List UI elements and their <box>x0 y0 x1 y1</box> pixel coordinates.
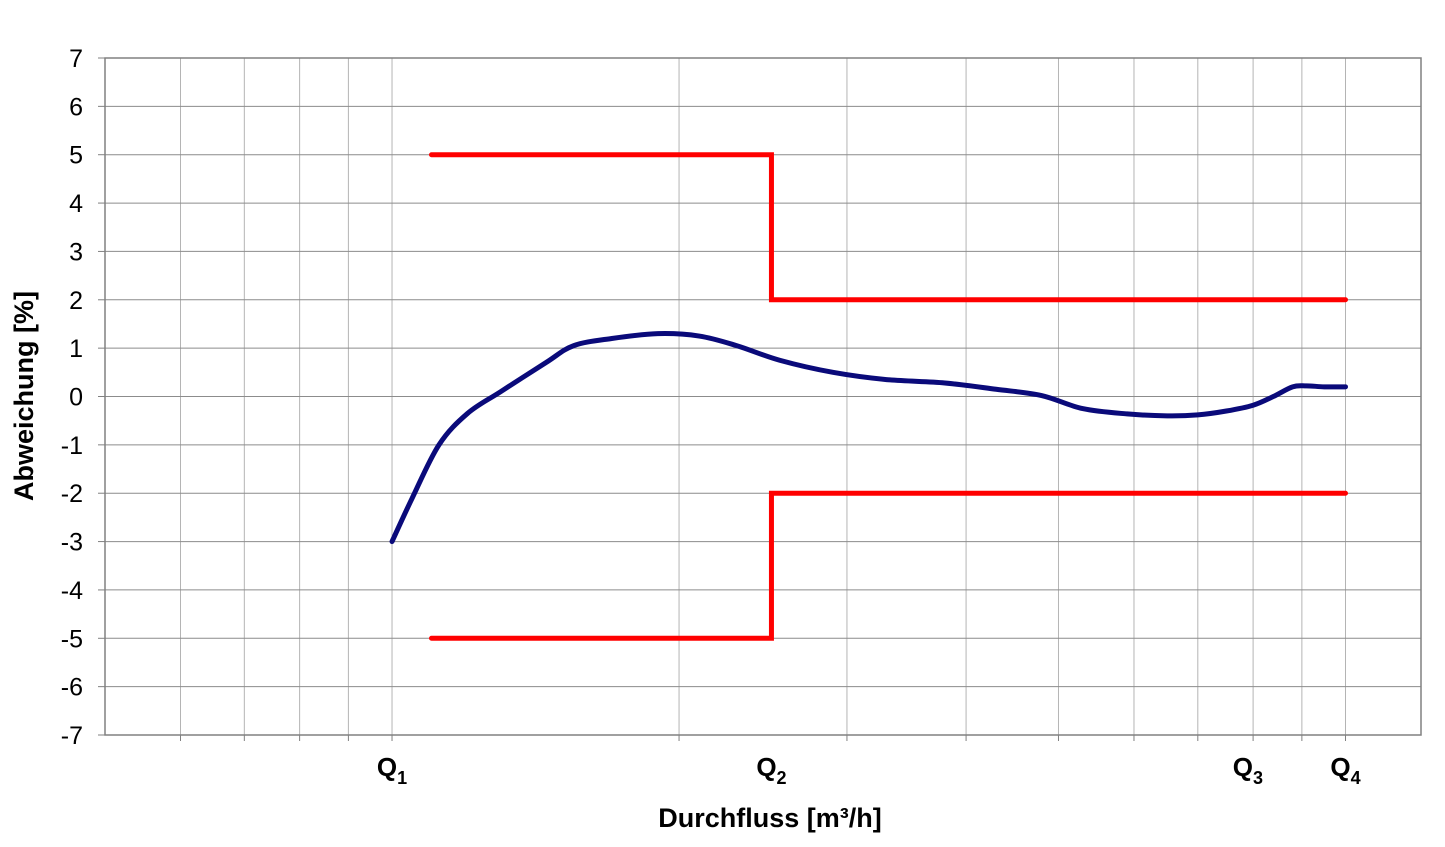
tick-labels: 7 6 5 4 3 2 1 0 -1 -2 -3 -4 -5 -6 -7 Q1 Q2 Q3 Q4 <box>61 45 1361 788</box>
y-tick-label: -3 <box>61 529 83 557</box>
upper-limit-line <box>428 152 1349 303</box>
x-tick-label: Q1 <box>377 752 407 788</box>
y-tick-label: 4 <box>69 190 83 218</box>
y-axis-label: Abweichung [%] <box>9 291 39 501</box>
y-tick-label: 6 <box>69 93 83 121</box>
x-axis-label: Durchfluss [m³/h] <box>658 803 882 833</box>
y-tick-label: 1 <box>69 335 83 363</box>
axes <box>98 57 1347 741</box>
x-tick-label: Q3 <box>1233 752 1263 788</box>
y-tick-label: 0 <box>69 384 83 412</box>
series-group <box>389 152 1349 641</box>
x-tick-label: Q2 <box>756 752 786 788</box>
y-tick-label: 7 <box>69 45 83 73</box>
y-tick-label: -4 <box>61 577 83 605</box>
y-tick-label: 3 <box>69 238 83 266</box>
deviation-curve <box>389 331 1348 545</box>
y-tick-label: -6 <box>61 674 83 702</box>
y-tick-label: 5 <box>69 142 83 170</box>
y-tick-label: -2 <box>61 480 83 508</box>
y-tick-label: -5 <box>61 625 83 653</box>
y-tick-label: -1 <box>61 432 83 460</box>
lower-limit-line <box>428 490 1349 641</box>
y-tick-label: -7 <box>61 722 83 750</box>
y-tick-label: 2 <box>69 287 83 315</box>
x-tick-label: Q4 <box>1330 752 1360 788</box>
grid <box>105 57 1421 736</box>
